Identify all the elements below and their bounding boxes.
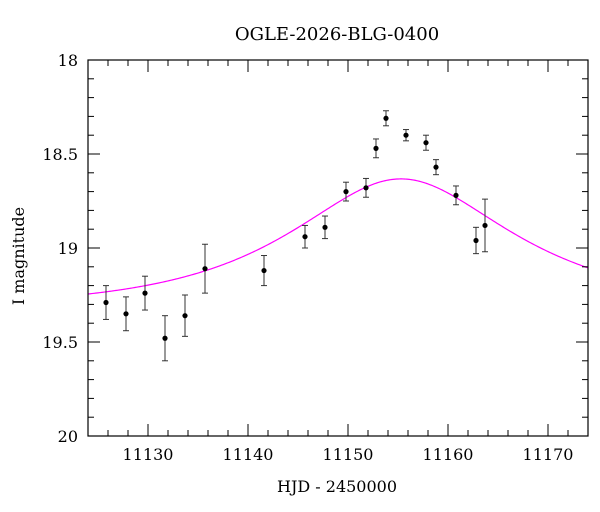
data-marker <box>403 132 409 138</box>
model-layer <box>87 178 589 295</box>
data-marker <box>473 237 479 244</box>
data-point <box>202 243 208 294</box>
data-point <box>433 159 439 176</box>
y-tick-label: 18.5 <box>42 145 78 164</box>
data-point <box>302 224 308 249</box>
data-marker <box>202 266 208 272</box>
data-marker <box>103 299 109 306</box>
chart-title: OGLE-2026-BLG-0400 <box>235 24 439 45</box>
data-point <box>182 294 188 337</box>
x-tick-label: 11150 <box>323 445 374 464</box>
x-tick-label: 11160 <box>423 445 474 464</box>
y-tick-label: 18 <box>58 51 78 70</box>
x-tick-label: 11130 <box>123 445 174 464</box>
data-marker <box>261 267 267 274</box>
data-point <box>162 315 168 362</box>
data-marker <box>373 145 379 151</box>
x-tick-label: 11140 <box>223 445 274 464</box>
data-point <box>363 177 369 198</box>
data-point <box>322 215 328 240</box>
data-point <box>453 185 459 206</box>
y-axis-label: I magnitude <box>9 207 28 305</box>
data-point <box>373 138 379 159</box>
plot-frame <box>87 59 589 437</box>
axes-layer: 11130 11140 11150 11160 11170 18 18.5 19 19.5 20 <box>42 51 589 464</box>
data-marker <box>453 192 459 198</box>
data-marker <box>363 185 369 191</box>
data-marker <box>162 335 168 341</box>
y-tick-label: 19 <box>58 239 78 258</box>
data-marker <box>142 290 148 296</box>
data-marker <box>423 140 429 146</box>
data-marker <box>322 224 328 230</box>
data-marker <box>302 234 308 240</box>
data-point <box>123 296 129 332</box>
y-tick-label: 19.5 <box>42 333 78 352</box>
data-marker <box>182 313 188 319</box>
data-point <box>261 255 267 287</box>
data-marker <box>383 115 389 121</box>
data-marker <box>343 189 349 195</box>
data-point <box>343 181 349 202</box>
x-axis-label: HJD - 2450000 <box>277 477 397 496</box>
data-point <box>403 129 409 142</box>
data-marker <box>433 164 439 170</box>
y-tick-label: 20 <box>58 427 78 446</box>
data-marker <box>482 222 488 229</box>
model-curve <box>87 178 589 295</box>
data-point <box>482 198 488 253</box>
points-layer <box>103 110 488 362</box>
data-point <box>383 110 389 127</box>
data-point <box>142 275 148 311</box>
data-point <box>473 226 479 255</box>
x-tick-label: 11170 <box>523 445 574 464</box>
data-point <box>423 134 429 151</box>
data-point <box>103 285 109 320</box>
data-marker <box>123 311 129 317</box>
